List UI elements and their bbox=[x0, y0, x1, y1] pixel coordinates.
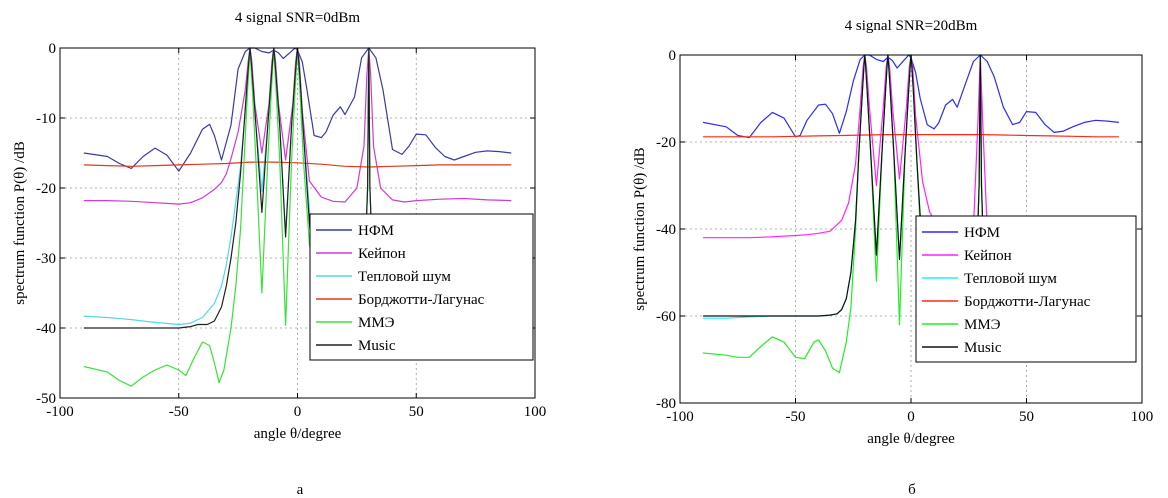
x-tick-label: 100 bbox=[1131, 409, 1154, 425]
series-line bbox=[83, 161, 512, 168]
legend-box bbox=[309, 213, 534, 361]
legend-label: Music bbox=[964, 340, 1002, 356]
legend: НФМ Кейпон Тепловой шум Борджотти-Лагунас ММ… bbox=[309, 213, 534, 361]
y-tick-label: -40 bbox=[36, 321, 56, 337]
y-tick-label: -50 bbox=[36, 391, 56, 407]
y-tick-label: -80 bbox=[656, 396, 676, 412]
y-axis-label: spectrum function P(θ) /dB bbox=[12, 141, 28, 304]
legend-label: Тепловой шум bbox=[358, 269, 451, 285]
legend-label: Борджотти-Лагунас bbox=[358, 292, 485, 308]
x-tick-label: 50 bbox=[1019, 409, 1034, 425]
y-tick-label: -60 bbox=[656, 309, 676, 325]
figure-caption: а bbox=[297, 482, 304, 498]
y-tick-label: -40 bbox=[656, 222, 676, 238]
x-tick-label: -100 bbox=[46, 404, 74, 420]
legend-label: Кейпон bbox=[964, 248, 1012, 264]
legend-label: Кейпон bbox=[358, 246, 406, 262]
x-tick-label: 0 bbox=[294, 404, 302, 420]
figure-caption: б bbox=[908, 482, 916, 498]
legend-label: Борджотти-Лагунас bbox=[964, 294, 1091, 310]
legend-label: ММЭ bbox=[964, 317, 1001, 333]
series-line bbox=[83, 47, 512, 205]
series-line bbox=[703, 134, 1119, 138]
x-tick-label: 50 bbox=[409, 404, 424, 420]
y-tick-label: -20 bbox=[36, 181, 56, 197]
y-tick-label: -20 bbox=[656, 135, 676, 151]
legend-label: Music bbox=[358, 338, 396, 354]
x-tick-label: -50 bbox=[786, 409, 806, 425]
legend-label: ММЭ bbox=[358, 315, 395, 331]
series-line bbox=[83, 47, 512, 335]
chart-2: -100 -50 0 50 100 0 -20 -40 -60 -80 4 signal SNR=2… bbox=[632, 18, 1153, 498]
y-tick-label: 0 bbox=[49, 41, 57, 57]
y-tick-label: 0 bbox=[669, 48, 677, 64]
x-tick-label: -100 bbox=[666, 409, 694, 425]
series-line bbox=[703, 54, 1119, 317]
series-group bbox=[83, 47, 512, 387]
x-axis-label: angle θ/degree bbox=[254, 426, 342, 442]
y-tick-label: -30 bbox=[36, 251, 56, 267]
series-line bbox=[83, 47, 512, 172]
legend: НФМ Кейпон Тепловой шум Борджотти-Лагунас ММ… bbox=[915, 215, 1137, 363]
legend-label: Тепловой шум bbox=[964, 271, 1057, 287]
x-axis-label: angle θ/degree bbox=[867, 431, 955, 447]
chart-title: 4 signal SNR=20dBm bbox=[845, 18, 978, 34]
x-tick-label: 100 bbox=[524, 404, 547, 420]
y-tick-label: -10 bbox=[36, 111, 56, 127]
legend-label: НФМ bbox=[964, 225, 1000, 241]
legend-label: НФМ bbox=[358, 223, 394, 239]
legend-box bbox=[915, 215, 1137, 363]
chart-title: 4 signal SNR=0dBm bbox=[235, 10, 360, 26]
y-axis-label: spectrum function P(θ) /dB bbox=[632, 147, 648, 310]
x-tick-label: -50 bbox=[169, 404, 189, 420]
x-tick-label: 0 bbox=[907, 409, 915, 425]
